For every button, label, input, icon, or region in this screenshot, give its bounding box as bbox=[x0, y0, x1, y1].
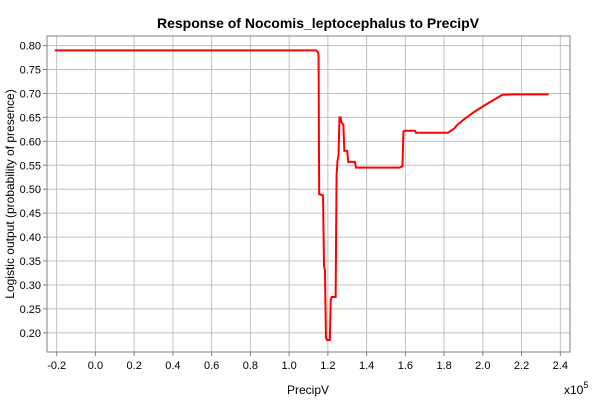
series-line bbox=[54, 49, 549, 342]
y-tick-label: 0.55 bbox=[20, 160, 41, 172]
y-tick-label: 0.50 bbox=[20, 184, 41, 196]
y-tick-label: 0.30 bbox=[20, 280, 41, 292]
x-tick-label: 0.8 bbox=[243, 360, 258, 372]
x-tick-label: 1.4 bbox=[359, 360, 374, 372]
x-tick-label: 0.6 bbox=[204, 360, 219, 372]
y-axis-ticks: 0.20 0.25 0.30 0.35 0.40 0.45 0.50 0.55 0.60 0.65… bbox=[20, 41, 47, 340]
x-tick-label: 0.2 bbox=[127, 360, 142, 372]
chart-title: Response of Nocomis_leptocephalus to Pre… bbox=[157, 15, 480, 31]
x-tick-label: 1.0 bbox=[281, 360, 296, 372]
y-tick-label: 0.25 bbox=[20, 304, 41, 316]
x-tick-label: 1.2 bbox=[320, 360, 335, 372]
x-tick-label: 2.2 bbox=[514, 360, 529, 372]
x-axis-multiplier-exponent: 5 bbox=[583, 380, 588, 390]
y-tick-label: 0.65 bbox=[20, 112, 41, 124]
y-axis-label: Logistic output (probability of presence… bbox=[3, 89, 17, 298]
y-tick-label: 0.40 bbox=[20, 232, 41, 244]
x-tick-label: 2.4 bbox=[553, 360, 568, 372]
x-tick-label: 1.6 bbox=[398, 360, 413, 372]
grid-lines bbox=[47, 36, 570, 352]
y-tick-label: 0.70 bbox=[20, 88, 41, 100]
x-axis-multiplier: x105 bbox=[564, 380, 588, 397]
y-tick-label: 0.45 bbox=[20, 208, 41, 220]
y-tick-label: 0.80 bbox=[20, 41, 41, 53]
y-tick-label: 0.35 bbox=[20, 256, 41, 268]
plot-area bbox=[46, 35, 571, 353]
x-tick-label: 0.4 bbox=[165, 360, 180, 372]
x-axis-label: PrecipV bbox=[287, 383, 329, 397]
series-layer bbox=[54, 49, 549, 342]
y-tick-label: 0.60 bbox=[20, 136, 41, 148]
y-tick-label: 0.20 bbox=[20, 328, 41, 340]
y-tick-label: 0.75 bbox=[20, 65, 41, 77]
x-axis-ticks: -0.2 0.0 0.2 0.4 0.6 0.8 1.0 1.2 1.4 1.6 1.8 2.0 2.2… bbox=[47, 352, 568, 372]
x-axis-multiplier-base: x10 bbox=[564, 383, 584, 397]
x-tick-label: 0.0 bbox=[88, 360, 103, 372]
x-tick-label: -0.2 bbox=[47, 360, 66, 372]
x-tick-label: 2.0 bbox=[475, 360, 490, 372]
x-tick-label: 1.8 bbox=[436, 360, 451, 372]
